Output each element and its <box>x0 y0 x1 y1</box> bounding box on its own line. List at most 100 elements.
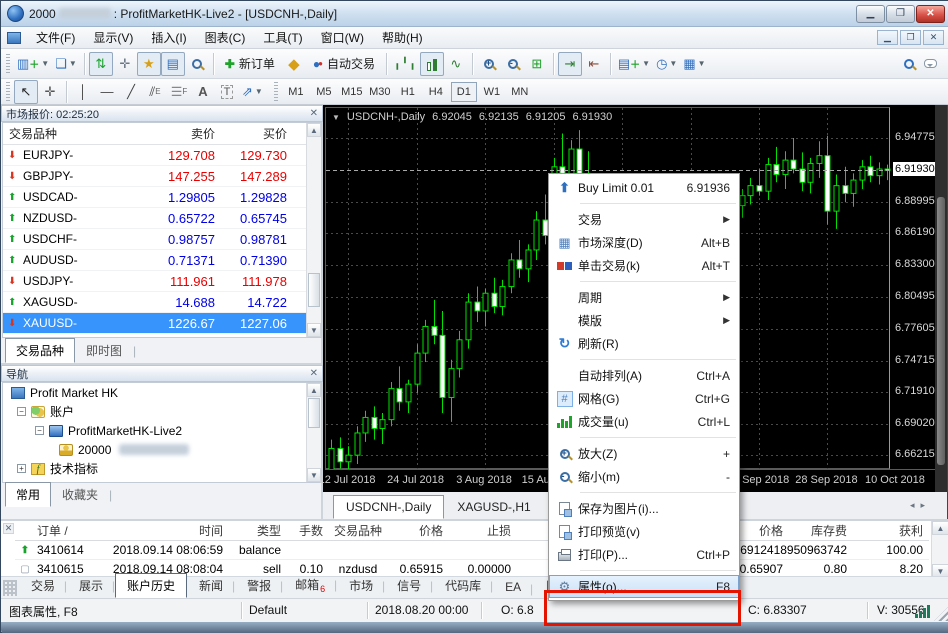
crosshair-tool-button[interactable]: ✛ <box>44 83 56 99</box>
market-watch-toggle-button[interactable]: ⇅ <box>88 51 113 76</box>
context-menu-item[interactable]: 周期 ▶ <box>578 291 730 305</box>
market-watch-row[interactable]: ⬇ EURJPY- 129.708 129.730 <box>3 145 321 166</box>
search-icon[interactable] <box>904 58 914 69</box>
cursor-tool-button[interactable]: ↖ <box>14 79 38 104</box>
metaeditor-button[interactable]: ◆ <box>288 55 300 73</box>
terminal-column-header[interactable]: 价格 <box>758 524 783 538</box>
chart-vertical-scrollbar[interactable] <box>935 105 947 493</box>
candlestick-chart[interactable]: ▼ USDCNH-,Daily 6.92045 6.92135 6.91205 6.9… <box>325 107 891 470</box>
tab-tick-chart[interactable]: 即时图 <box>86 344 123 358</box>
chart-tab-scroll-arrows[interactable]: ◂▸ <box>909 500 931 510</box>
new-chart-button[interactable]: ▥ ＋ ▼ <box>17 55 50 72</box>
context-menu-item[interactable]: # 网格(G) Ctrl+G <box>549 387 739 410</box>
zoom-out-button[interactable]: - <box>501 52 525 76</box>
text-tool-button[interactable]: A <box>198 84 208 99</box>
menu-item[interactable]: 文件(F) <box>36 31 76 45</box>
market-watch-row[interactable]: ⬆ USDCAD- 1.29805 1.29828 <box>3 187 321 208</box>
context-menu-item[interactable]: ↻ 刷新(R) <box>549 332 739 355</box>
menu-item[interactable]: 图表(C) <box>204 31 246 45</box>
tree-node-account[interactable]: 20000 <box>3 440 321 459</box>
tab-symbols[interactable]: 交易品种 <box>5 338 76 363</box>
autotrading-button[interactable]: ● ● 自动交易 <box>312 56 375 72</box>
timeframe-m5-button[interactable]: M5 <box>316 85 332 98</box>
scrollbar-thumb[interactable] <box>308 273 320 307</box>
timeframe-h1-button[interactable]: H1 <box>400 85 415 98</box>
arrow-tools-button[interactable]: ⇗ ▼ <box>242 83 263 99</box>
menu-item[interactable]: 工具(T) <box>263 31 303 45</box>
context-menu-item[interactable]: 打印预览(v) <box>549 520 739 543</box>
context-menu-item[interactable]: 交易 ▶ <box>578 213 730 227</box>
market-watch-row[interactable]: ⬆ AUDUSD- 0.71371 0.71390 <box>3 250 321 271</box>
menu-item[interactable]: 帮助(H) <box>381 31 423 45</box>
terminal-tab-6[interactable]: 邮箱6 | <box>295 577 338 594</box>
market-watch-row[interactable]: ⬆ NZDUSD- 0.65722 0.65745 <box>3 208 321 229</box>
mdi-restore-button[interactable]: ❐ <box>900 30 921 45</box>
terminal-toggle-button[interactable]: ▤ <box>160 51 185 76</box>
data-window-button[interactable]: ✛ <box>119 55 131 71</box>
price-axis[interactable]: 6.94775 6.88995 6.86190 6.83300 6.80495 6.776… <box>892 107 937 469</box>
close-button[interactable]: ✕ <box>916 4 945 23</box>
periods-list-button[interactable]: ◷ ▼ <box>656 55 678 71</box>
menu-item[interactable]: 窗口(W) <box>320 31 364 45</box>
chart-shift-button[interactable]: ⇤ <box>588 55 600 71</box>
terminal-column-header[interactable]: 手数 <box>298 524 323 538</box>
horizontal-line-tool-button[interactable]: — <box>100 84 114 99</box>
menu-item[interactable]: 显示(V) <box>93 31 134 45</box>
terminal-column-header[interactable]: 订单 / <box>37 524 68 538</box>
market-watch-row[interactable]: ⬇ USDJPY- 111.961 111.978 <box>3 271 321 292</box>
scrollbar-thumb[interactable] <box>937 197 945 465</box>
timeframe-m30-button[interactable]: M30 <box>369 85 391 98</box>
profiles-button[interactable]: ❏ ▼ <box>55 55 77 71</box>
scrollbar-thumb[interactable] <box>308 398 320 428</box>
templates-button[interactable]: ▦ ▼ <box>683 55 706 71</box>
tab-common[interactable]: 常用 <box>5 482 52 507</box>
context-menu-item[interactable]: 自动排列(A) Ctrl+A <box>578 368 730 384</box>
market-watch-row[interactable]: ⬆ XAGUSD- 14.688 14.722 <box>3 292 321 313</box>
restore-button[interactable]: ❐ <box>886 4 915 23</box>
vertical-line-tool-button[interactable]: │ <box>78 84 88 99</box>
terminal-column-header[interactable]: 获利 <box>898 524 923 538</box>
terminal-tab-4[interactable]: 新闻 | <box>199 579 236 593</box>
expand-icon[interactable]: + <box>17 464 26 473</box>
terminal-grip-icon[interactable] <box>3 580 17 596</box>
column-bid[interactable]: 卖价 <box>190 127 215 141</box>
candlestick-chart-type-button[interactable] <box>419 51 444 76</box>
toolbar-grip[interactable] <box>6 53 10 74</box>
timeframe-m15-button[interactable]: M15 <box>341 85 363 98</box>
toolbar-grip[interactable] <box>273 81 278 102</box>
context-menu-item[interactable]: ▦ 市场深度(D) Alt+B <box>549 231 739 254</box>
column-symbol[interactable]: 交易品种 <box>9 127 58 141</box>
terminal-tab-1[interactable]: 交易 | <box>31 579 68 593</box>
terminal-row[interactable]: ▢ 3410615 2018.09.14 08:08:04 sell 0.10 nzdus… <box>15 560 929 576</box>
toolbar-grip[interactable] <box>6 81 10 102</box>
timeframe-mn-button[interactable]: MN <box>511 85 529 98</box>
tile-windows-button[interactable]: ⊞ <box>531 55 543 71</box>
market-watch-row[interactable]: ⬇ XAUUSD- 1226.67 1227.06 <box>3 313 321 334</box>
terminal-column-header[interactable]: 库存费 <box>810 524 847 538</box>
minimize-button[interactable]: ▁ <box>856 4 885 23</box>
terminal-tab-9[interactable]: 代码库 | <box>445 579 494 593</box>
terminal-tab-2[interactable]: 展示 | <box>79 579 116 593</box>
context-menu-item[interactable]: 保存为图片(i)... <box>549 497 739 520</box>
scroll-down-icon[interactable]: ▼ <box>932 564 948 576</box>
terminal-column-header[interactable]: 止损 <box>486 524 511 538</box>
collapse-icon[interactable]: − <box>35 426 44 435</box>
terminal-tab-3[interactable]: 账户历史 <box>115 573 188 598</box>
one-click-panel-toggle-icon[interactable]: ▼ <box>332 112 340 122</box>
terminal-tab-10[interactable]: EA | <box>505 580 534 596</box>
resize-grip[interactable] <box>934 607 948 621</box>
context-menu-item[interactable]: - 缩小(m) - <box>549 465 739 488</box>
mdi-close-button[interactable]: ✕ <box>923 30 944 45</box>
new-order-button[interactable]: ✚ 新订单 <box>224 56 275 72</box>
scroll-up-icon[interactable]: ▲ <box>307 123 321 137</box>
scroll-up-icon[interactable]: ▲ <box>307 383 321 397</box>
scroll-down-icon[interactable]: ▼ <box>307 468 321 482</box>
market-watch-row[interactable]: ⬇ GBPJPY- 147.255 147.289 <box>3 166 321 187</box>
strategy-tester-button[interactable] <box>185 52 209 76</box>
terminal-column-header[interactable]: 时间 <box>198 524 223 538</box>
mdi-minimize-button[interactable]: ▁ <box>877 30 898 45</box>
menu-item[interactable]: 插入(I) <box>151 31 187 45</box>
context-menu-item[interactable]: 打印(P)... Ctrl+P <box>549 543 739 566</box>
tree-node-broker[interactable]: Profit Market HK <box>3 383 321 402</box>
scroll-down-icon[interactable]: ▼ <box>307 323 321 337</box>
